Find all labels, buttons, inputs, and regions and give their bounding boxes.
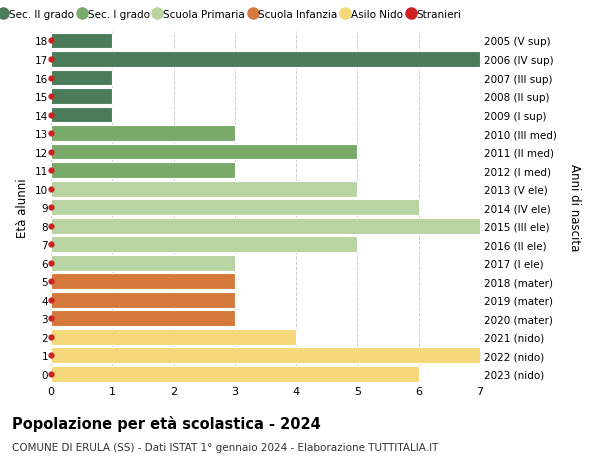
Bar <box>51 329 296 345</box>
Bar <box>51 89 112 105</box>
Bar <box>51 347 480 364</box>
Bar <box>51 34 112 49</box>
Bar <box>51 52 480 68</box>
Bar <box>51 274 235 290</box>
Text: COMUNE DI ERULA (SS) - Dati ISTAT 1° gennaio 2024 - Elaborazione TUTTITALIA.IT: COMUNE DI ERULA (SS) - Dati ISTAT 1° gen… <box>12 442 439 452</box>
Y-axis label: Anni di nascita: Anni di nascita <box>568 164 581 251</box>
Bar <box>51 218 480 234</box>
Bar <box>51 237 358 252</box>
Bar <box>51 200 419 216</box>
Bar <box>51 255 235 271</box>
Bar <box>51 107 112 123</box>
Text: Popolazione per età scolastica - 2024: Popolazione per età scolastica - 2024 <box>12 415 321 431</box>
Bar <box>51 71 112 86</box>
Bar <box>51 181 358 197</box>
Bar <box>51 126 235 142</box>
Bar <box>51 292 235 308</box>
Legend: Sec. II grado, Sec. I grado, Scuola Primaria, Scuola Infanzia, Asilo Nido, Stran: Sec. II grado, Sec. I grado, Scuola Prim… <box>0 6 466 24</box>
Bar <box>51 311 235 326</box>
Bar <box>51 145 358 160</box>
Bar <box>51 163 235 179</box>
Y-axis label: Età alunni: Età alunni <box>16 178 29 237</box>
Bar <box>51 366 419 382</box>
